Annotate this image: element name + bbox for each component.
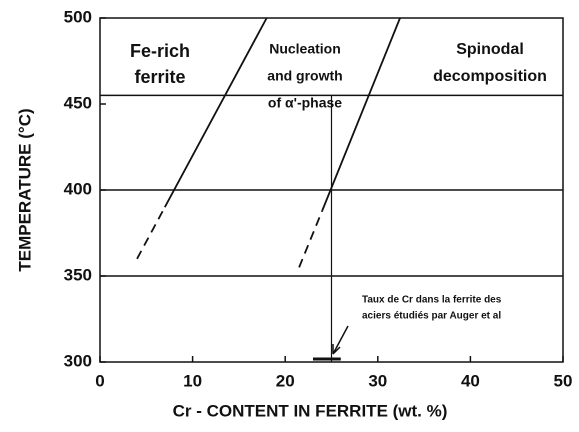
x-axis-label: Cr - CONTENT IN FERRITE (wt. %): [173, 401, 448, 420]
x-tick-label: 50: [554, 371, 573, 390]
y-tick-label: 500: [64, 7, 92, 26]
annotation: and growth: [267, 68, 342, 84]
boundary-line: [136, 206, 166, 260]
x-tick-label: 20: [276, 371, 295, 390]
annotation: Fe-rich: [130, 41, 190, 61]
x-tick-label: 10: [183, 371, 202, 390]
y-tick-label: 400: [64, 179, 92, 198]
annotation: Taux de Cr dans la ferrite des: [362, 295, 502, 306]
annotation: Spinodal: [456, 41, 524, 58]
annotation: decomposition: [433, 68, 547, 85]
annotation: of α'-phase: [268, 95, 342, 111]
annotation: aciers étudiés par Auger et al: [362, 311, 501, 322]
y-axis-label: TEMPERATURE (°C): [15, 108, 34, 271]
boundary-line: [321, 17, 401, 211]
annotation: Nucleation: [269, 41, 341, 57]
annotation: ferrite: [134, 67, 185, 87]
y-tick-label: 350: [64, 265, 92, 284]
boundary-line: [298, 210, 324, 268]
x-tick-label: 0: [95, 371, 104, 390]
x-tick-label: 30: [368, 371, 387, 390]
arrow: [332, 325, 349, 355]
y-tick-label: 300: [64, 351, 92, 370]
x-tick-label: 40: [461, 371, 480, 390]
y-tick-label: 450: [64, 93, 92, 112]
boundary-line: [164, 17, 268, 208]
